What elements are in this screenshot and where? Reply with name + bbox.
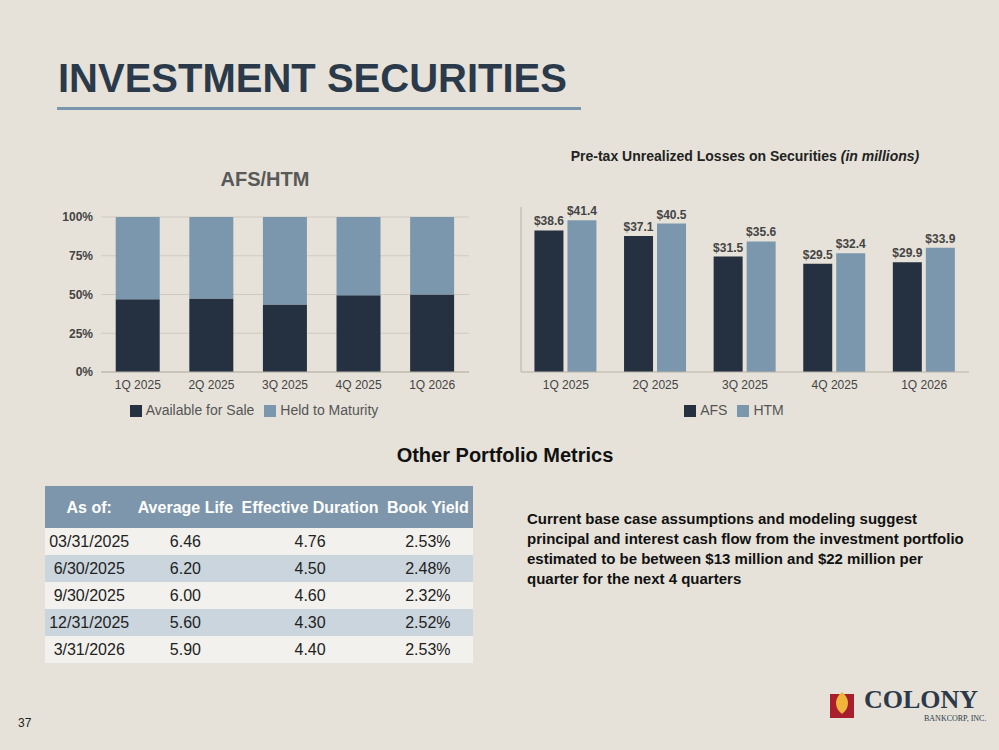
svg-text:3Q 2025: 3Q 2025 bbox=[262, 378, 308, 392]
html-text:AFS: AFS bbox=[700, 402, 728, 418]
svg-text:$32.4: $32.4 bbox=[836, 237, 866, 251]
html-text:4.60: 4.60 bbox=[294, 586, 326, 604]
html-text:2.53%: 2.53% bbox=[405, 532, 451, 550]
html-text:4.40: 4.40 bbox=[294, 640, 326, 658]
html-text:Current base case assumptions: Current base case assumptions and modeli… bbox=[527, 510, 964, 587]
html-text:Held to Maturity: Held to Maturity bbox=[280, 402, 379, 418]
html-text:6.46: 6.46 bbox=[169, 532, 201, 550]
html-text:Book Yield: Book Yield bbox=[387, 498, 469, 516]
svg-text:$37.1: $37.1 bbox=[624, 220, 654, 234]
svg-text:3Q 2025: 3Q 2025 bbox=[722, 378, 768, 392]
svg-text:1Q 2026: 1Q 2026 bbox=[901, 378, 947, 392]
svg-text:$35.6: $35.6 bbox=[746, 225, 776, 239]
html-text:2.52%: 2.52% bbox=[405, 613, 451, 631]
html-text:INVESTMENT SECURITIES: INVESTMENT SECURITIES bbox=[58, 56, 567, 100]
html-text:HTM: HTM bbox=[753, 402, 784, 418]
html-text:12/31/2025: 12/31/2025 bbox=[49, 613, 130, 631]
html-text:4.30: 4.30 bbox=[294, 613, 326, 631]
html-text:2.48%: 2.48% bbox=[405, 559, 451, 577]
html-text:6.20: 6.20 bbox=[169, 559, 201, 577]
html-text:3/31/2026: 3/31/2026 bbox=[53, 640, 125, 658]
svg-text:100%: 100% bbox=[62, 210, 93, 224]
svg-text:50%: 50% bbox=[69, 288, 93, 302]
svg-text:$38.6: $38.6 bbox=[534, 214, 564, 228]
html-text:37: 37 bbox=[18, 716, 32, 730]
html-text:2.53%: 2.53% bbox=[405, 640, 451, 658]
svg-text:2Q 2025: 2Q 2025 bbox=[632, 378, 678, 392]
html-text:Average Life: Average Life bbox=[137, 498, 234, 516]
html-text:COLONY: COLONY bbox=[864, 685, 979, 714]
svg-text:1Q 2025: 1Q 2025 bbox=[543, 378, 589, 392]
html-text:Available for Sale: Available for Sale bbox=[145, 402, 255, 418]
html-text:AFS/HTM: AFS/HTM bbox=[220, 168, 310, 190]
svg-text:$41.4: $41.4 bbox=[567, 204, 597, 218]
svg-text:4Q 2025: 4Q 2025 bbox=[336, 378, 382, 392]
svg-text:$33.9: $33.9 bbox=[925, 232, 955, 246]
svg-text:1Q 2025: 1Q 2025 bbox=[115, 378, 161, 392]
html-text:03/31/2025: 03/31/2025 bbox=[49, 532, 130, 550]
html-text:As of:: As of: bbox=[66, 498, 112, 516]
html-text:Pre-tax Unrealized Losses on S: Pre-tax Unrealized Losses on Securities … bbox=[570, 148, 920, 164]
html-text:6/30/2025: 6/30/2025 bbox=[53, 559, 125, 577]
svg-text:2Q 2025: 2Q 2025 bbox=[188, 378, 234, 392]
html-text:9/30/2025: 9/30/2025 bbox=[53, 586, 125, 604]
svg-text:4Q 2025: 4Q 2025 bbox=[812, 378, 858, 392]
html-text:6.00: 6.00 bbox=[169, 586, 201, 604]
svg-text:$31.5: $31.5 bbox=[713, 241, 743, 255]
html-text:BANKCORP, INC.: BANKCORP, INC. bbox=[924, 714, 987, 723]
html-text:2.32%: 2.32% bbox=[405, 586, 451, 604]
svg-text:$40.5: $40.5 bbox=[657, 208, 687, 222]
html-text:5.60: 5.60 bbox=[169, 613, 201, 631]
html-text:4.76: 4.76 bbox=[294, 532, 326, 550]
html-text:Effective Duration: Effective Duration bbox=[241, 498, 379, 516]
html-text:4.50: 4.50 bbox=[294, 559, 326, 577]
svg-text:1Q 2026: 1Q 2026 bbox=[409, 378, 455, 392]
svg-text:0%: 0% bbox=[76, 365, 94, 379]
svg-text:$29.5: $29.5 bbox=[803, 248, 833, 262]
svg-text:25%: 25% bbox=[69, 327, 93, 341]
html-text:5.90: 5.90 bbox=[169, 640, 201, 658]
html-text:Other Portfolio Metrics: Other Portfolio Metrics bbox=[396, 444, 614, 466]
svg-text:$29.9: $29.9 bbox=[892, 246, 922, 260]
svg-text:75%: 75% bbox=[69, 249, 93, 263]
